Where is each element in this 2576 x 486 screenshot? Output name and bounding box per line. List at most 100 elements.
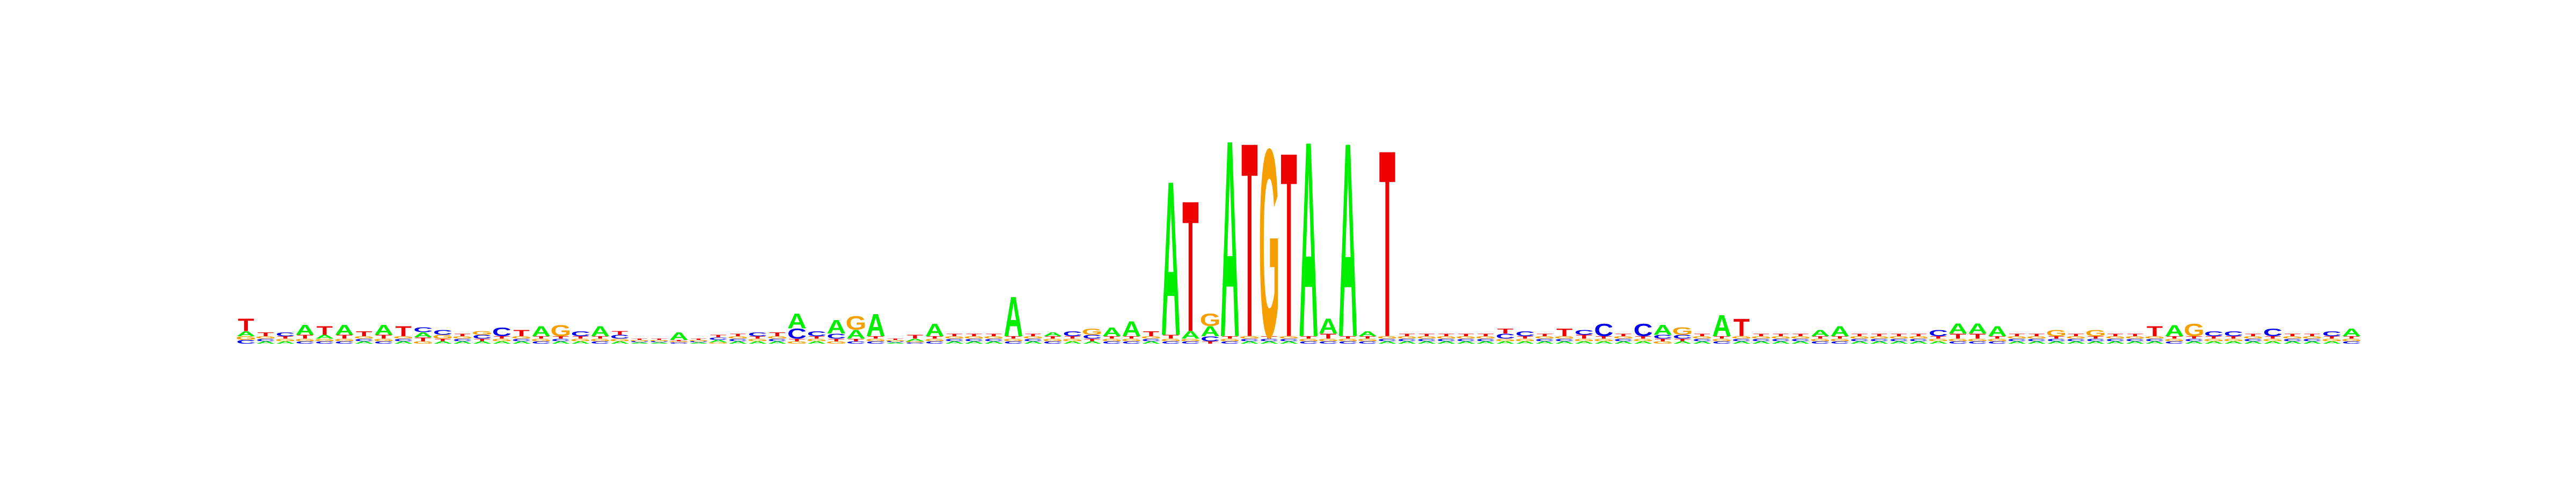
logo-letter-C: C (2283, 338, 2302, 342)
logo-letter-T: T (1733, 314, 1750, 342)
logo-letter-T: T (651, 338, 668, 340)
logo-letter-G: G (944, 336, 965, 339)
logo-letter-A: A (1004, 285, 1023, 349)
logo-letter-A: A (413, 331, 433, 339)
logo-letter-T: T (592, 336, 609, 339)
logo-letter-T: T (1025, 333, 1042, 337)
logo-letter-C: C (1122, 340, 1141, 344)
logo-letter-A: A (1909, 340, 1928, 344)
logo-letter-T: T (1084, 338, 1101, 342)
logo-letter-A: A (472, 340, 492, 344)
logo-letter-T: T (533, 336, 550, 339)
logo-letter-T: T (907, 334, 924, 340)
logo-letter-G: G (2204, 338, 2224, 342)
logo-letter-C: C (964, 338, 984, 342)
logo-letter-C: C (945, 338, 964, 342)
logo-letter-A: A (1850, 340, 1869, 344)
logo-letter-G: G (1751, 336, 1772, 339)
logo-letter-T: T (789, 338, 806, 342)
logo-letter-C: C (590, 340, 610, 344)
logo-letter-G: G (334, 338, 355, 342)
logo-letter-T: T (1950, 332, 1966, 340)
logo-letter-T: T (1261, 336, 1278, 339)
logo-letter-A: A (1102, 325, 1122, 339)
logo-letter-A: A (964, 340, 984, 344)
logo-letter-T: T (1241, 84, 1257, 395)
logo-letter-T: T (1851, 333, 1868, 337)
logo-letter-A: A (590, 323, 610, 339)
logo-letter-G: G (983, 336, 1004, 339)
logo-letter-A: A (1791, 340, 1810, 344)
logo-letter-A: A (1968, 321, 1987, 337)
logo-letter-C: C (984, 338, 1004, 342)
logo-letter-A: A (2106, 340, 2125, 344)
logo-letter-C: C (433, 328, 452, 336)
logo-letter-G: G (1259, 93, 1280, 394)
logo-letter-T: T (2245, 333, 2262, 337)
logo-letter-C: C (2007, 338, 2026, 342)
logo-letter-A: A (551, 340, 570, 344)
logo-letter-A: A (2243, 340, 2263, 344)
logo-letter-T: T (1280, 97, 1297, 392)
logo-letter-T: T (2127, 333, 2143, 337)
logo-letter-G: G (255, 336, 276, 339)
logo-letter-G: G (374, 338, 394, 342)
logo-letter-G: G (295, 338, 316, 342)
logo-letter-C: C (1043, 340, 1063, 344)
logo-letter-C: C (1437, 338, 1456, 342)
logo-letter-A: A (2007, 340, 2026, 344)
logo-letter-A: A (2342, 327, 2361, 338)
logo-letter-C: C (1161, 340, 1181, 344)
logo-letter-T: T (1871, 333, 1887, 337)
logo-letter-A: A (2066, 340, 2085, 344)
logo-letter-G: G (2243, 336, 2264, 339)
logo-letter-G: G (747, 338, 768, 342)
logo-letter-G: G (806, 338, 827, 342)
logo-letter-G: G (1829, 338, 1850, 342)
logo-letter-A: A (610, 340, 630, 344)
logo-letter-C: C (1948, 340, 1967, 344)
logo-letter-A: A (1929, 340, 1948, 344)
logo-letter-T: T (946, 333, 963, 337)
logo-letter-T: T (808, 336, 825, 339)
logo-letter-G: G (1908, 336, 1929, 339)
logo-letter-T: T (1753, 333, 1769, 337)
logo-letter-G: G (2125, 336, 2146, 339)
logo-letter-C: C (2184, 338, 2204, 342)
logo-letter-A: A (708, 339, 728, 343)
logo-letter-T: T (415, 336, 431, 342)
logo-letter-A: A (276, 340, 295, 344)
logo-letter-A: A (1830, 323, 1849, 339)
logo-letter-G: G (1298, 338, 1319, 342)
logo-letter-G: G (964, 336, 985, 339)
logo-letter-G: G (1613, 336, 1634, 339)
logo-letter-T: T (1773, 333, 1789, 337)
logo-letter-G: G (865, 338, 886, 342)
logo-letter-C: C (1555, 338, 1574, 342)
logo-letter-C: C (1614, 338, 1633, 342)
logo-letter-T: T (1694, 333, 1710, 337)
logo-letter-T: T (1162, 334, 1179, 340)
logo-letter-T: T (238, 315, 254, 335)
logo-letter-C: C (1693, 338, 1712, 342)
